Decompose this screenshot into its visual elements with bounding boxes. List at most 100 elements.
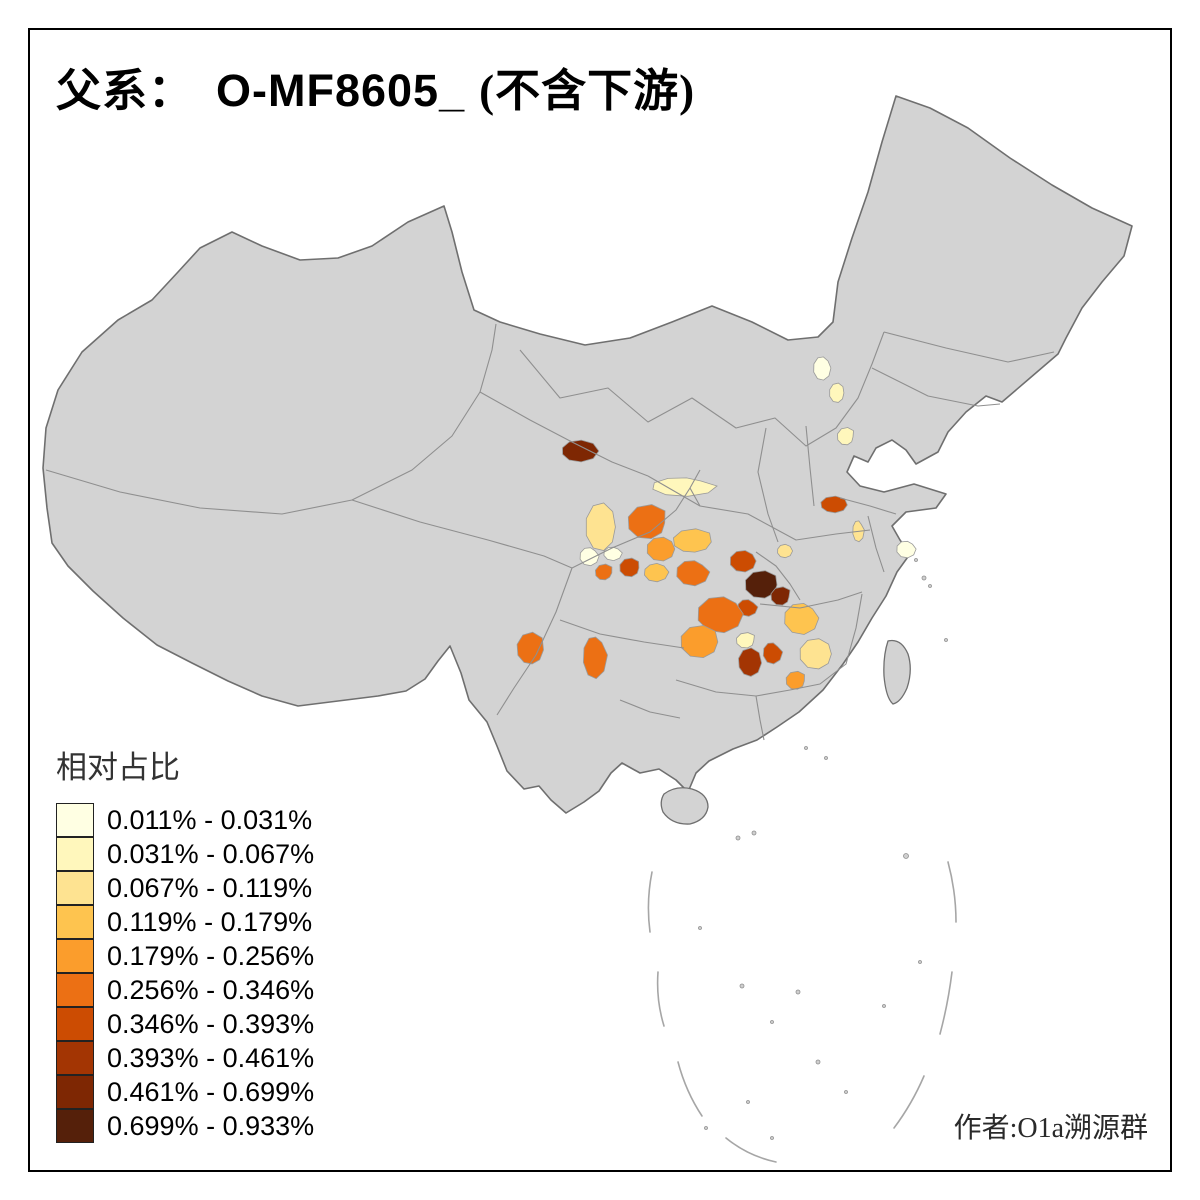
province-boundary	[519, 331, 885, 447]
island-dot	[751, 830, 757, 836]
south-china-sea-islands	[698, 558, 948, 1140]
legend-item: 0.031% - 0.067%	[56, 836, 315, 871]
colored-region	[820, 495, 848, 514]
province-boundary	[479, 391, 649, 477]
colored-region	[594, 563, 613, 581]
dash-segment	[939, 971, 953, 1035]
island-dot	[770, 1136, 774, 1140]
colored-region	[770, 586, 791, 606]
legend-item: 0.346% - 0.393%	[56, 1006, 315, 1041]
taiwan-island	[883, 639, 911, 705]
colored-regions	[516, 356, 917, 690]
colored-region	[697, 596, 744, 634]
province-boundary	[619, 699, 681, 719]
legend-swatch	[56, 904, 94, 939]
legend-swatch	[56, 1040, 94, 1075]
province-boundary	[789, 593, 863, 691]
colored-region	[627, 504, 666, 540]
legend-item: 0.461% - 0.699%	[56, 1074, 315, 1109]
dash-segment	[677, 1061, 703, 1117]
legend-label: 0.393% - 0.461%	[107, 1042, 315, 1073]
legend-swatch	[56, 972, 94, 1007]
legend-label: 0.179% - 0.256%	[107, 940, 315, 971]
colored-region	[676, 560, 711, 587]
island-dot	[735, 835, 741, 841]
province-boundary	[571, 469, 701, 569]
title-prefix: 父系：	[56, 66, 195, 116]
province-boundary	[559, 619, 685, 649]
legend-item: 0.699% - 0.933%	[56, 1108, 314, 1143]
legend: 相对占比 0.011% - 0.031% 0.031% - 0.067% 0.067…	[56, 742, 314, 1143]
colored-region	[729, 550, 757, 573]
attribution: 作者:O1a溯源群	[953, 1113, 1148, 1144]
island-dot	[698, 926, 702, 930]
island-dot	[944, 638, 948, 642]
colored-region	[745, 570, 778, 599]
colored-region	[603, 546, 623, 562]
island-dot	[804, 746, 808, 750]
legend-label: 0.031% - 0.067%	[107, 838, 315, 869]
island-dot	[914, 558, 918, 562]
province-boundary	[867, 515, 885, 573]
province-boundary	[755, 695, 765, 741]
colored-region	[736, 632, 755, 649]
legend-label: 0.256% - 0.346%	[107, 974, 315, 1005]
legend-item: 0.256% - 0.346%	[56, 972, 315, 1007]
legend-item: 0.067% - 0.119%	[56, 870, 314, 905]
island-dot	[824, 756, 828, 760]
legend-item: 0.119% - 0.179%	[56, 904, 314, 939]
legend-swatch	[56, 1074, 94, 1109]
province-boundary	[351, 499, 573, 569]
colored-region	[652, 477, 718, 497]
island-dot	[918, 960, 922, 964]
legend-swatch	[56, 938, 94, 973]
legend-item: 0.393% - 0.461%	[56, 1040, 315, 1075]
dash-segment	[647, 871, 653, 933]
legend-title: 相对占比	[56, 750, 180, 785]
island-dot	[795, 989, 801, 995]
colored-region	[619, 557, 640, 578]
island-dot	[928, 584, 932, 588]
legend-swatch	[56, 870, 94, 905]
plot-title: 父系： O-MF8605_ (不含下游)	[56, 54, 695, 119]
island-dot	[746, 1100, 750, 1104]
legend-label: 0.461% - 0.699%	[107, 1076, 315, 1107]
colored-region	[799, 638, 832, 670]
province-boundary	[647, 475, 701, 507]
legend-swatch	[56, 1006, 94, 1041]
province-boundary	[805, 425, 815, 507]
colored-region	[643, 562, 670, 583]
legend-label: 0.011% - 0.031%	[107, 804, 313, 835]
colored-region	[516, 631, 544, 665]
legend-items: 0.011% - 0.031% 0.031% - 0.067% 0.067% - 0…	[56, 803, 314, 1143]
colored-region	[762, 642, 784, 665]
legend-label: 0.067% - 0.119%	[107, 872, 313, 903]
province-borders	[45, 323, 1055, 741]
title-haplogroup: O-MF8605_	[216, 65, 466, 116]
legend-swatch	[56, 803, 94, 837]
colored-region	[777, 543, 794, 559]
dash-segment	[947, 861, 957, 923]
island-dot	[903, 853, 909, 859]
dash-segment	[656, 971, 665, 1027]
colored-region	[585, 502, 616, 551]
province-boundary	[755, 551, 801, 601]
province-boundary	[496, 567, 573, 716]
colored-region	[562, 439, 600, 463]
province-boundary	[759, 591, 863, 609]
island-dot	[739, 983, 745, 989]
legend-item: 0.011% - 0.031%	[56, 803, 314, 837]
title-suffix: (不含下游)	[479, 66, 696, 116]
province-boundary	[883, 331, 1055, 363]
island-dot	[815, 1059, 821, 1065]
legend-swatch	[56, 1108, 94, 1143]
legend-label: 0.346% - 0.393%	[107, 1008, 315, 1039]
colored-region	[837, 427, 854, 446]
province-boundary	[689, 487, 871, 541]
colored-region	[829, 382, 845, 403]
colored-region	[582, 636, 608, 680]
colored-region	[896, 540, 917, 559]
dash-segment	[893, 1075, 925, 1129]
